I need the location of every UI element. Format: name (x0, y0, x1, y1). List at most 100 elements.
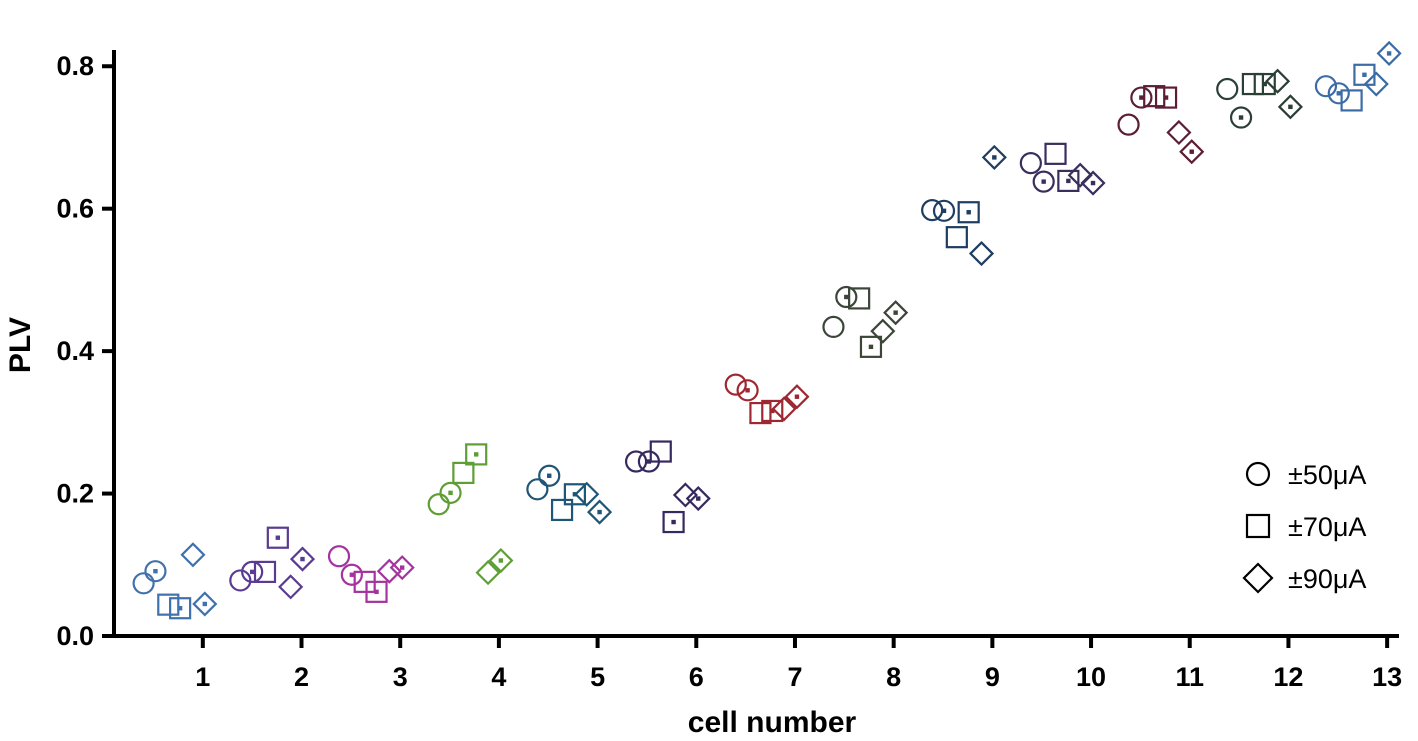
data-point-center-dot (1066, 178, 1071, 184)
data-point-circle (427, 493, 450, 516)
data-point-center-dot (498, 558, 504, 563)
data-point-circle (724, 373, 747, 396)
data-point-circle (1314, 75, 1338, 98)
legend-square-symbol (1245, 513, 1271, 539)
data-point-circle (1229, 106, 1253, 129)
data-point-square (957, 201, 980, 224)
data-point-circle (538, 464, 561, 487)
cell-1-group (132, 542, 218, 620)
data-point-circle (526, 478, 549, 501)
cell-12-group (1216, 68, 1303, 129)
data-point-center-dot (941, 208, 947, 214)
data-point-diamond (1179, 139, 1205, 165)
x-axis: 1 2 3 4 5 6 7 8 9 10 11 12 13 (112, 634, 1402, 692)
data-point-center-dot (374, 589, 379, 595)
cell-4-group (427, 443, 514, 586)
data-point-center-dot (1041, 179, 1046, 184)
data-point-square (465, 443, 488, 466)
y-tick-label: 0.2 (56, 479, 94, 509)
data-point-square (848, 287, 871, 310)
x-tick-label: 11 (1175, 662, 1204, 692)
data-point-center-dot (1288, 104, 1293, 110)
data-point-square (563, 483, 586, 506)
data-point-square (945, 226, 968, 249)
x-tick-label: 7 (787, 662, 802, 692)
data-point-diamond (192, 591, 218, 617)
data-point-center-dot (153, 568, 158, 574)
data-point-circle (327, 545, 351, 568)
data-point-circle (835, 285, 858, 309)
x-axis-title: cell number (688, 706, 857, 739)
legend-label: ±50μA (1288, 460, 1366, 490)
data-point-diamond (278, 574, 304, 600)
data-point-square (649, 440, 672, 463)
data-point-square (253, 560, 277, 584)
legend-item-diamond: ±90μA (1242, 562, 1366, 594)
legend-item-square: ±70μA (1245, 512, 1366, 542)
data-point-circle (1117, 113, 1140, 136)
cell-5-group (526, 464, 613, 525)
legend-label: ±90μA (1288, 564, 1366, 594)
data-point-center-dot (249, 569, 255, 575)
data-point-center-dot (1163, 95, 1169, 100)
legend-label: ±70μA (1288, 512, 1366, 542)
data-point-square (365, 580, 388, 603)
x-tick-label: 3 (393, 662, 408, 692)
data-point-center-dot (1336, 91, 1341, 96)
data-point-circle (1216, 77, 1239, 101)
data-point-square (1340, 89, 1363, 112)
legend: ±50μA ±70μA ±90μA (1242, 460, 1366, 594)
data-point-diamond (981, 144, 1007, 170)
x-tick-label: 10 (1076, 662, 1106, 692)
y-tick-label: 0.4 (56, 336, 94, 366)
data-point-center-dot (275, 535, 281, 540)
data-point-center-dot (1090, 180, 1096, 186)
cell-6-group (624, 440, 711, 534)
x-tick-label: 12 (1273, 662, 1303, 692)
plot-markers (132, 40, 1402, 620)
x-tick-label: 4 (491, 662, 506, 692)
data-point-circle (736, 379, 759, 402)
data-point-square (452, 461, 475, 485)
cell-7-group (724, 373, 810, 425)
data-point-circle (932, 199, 956, 222)
x-tick-label: 9 (985, 662, 1000, 692)
data-point-center-dot (868, 344, 874, 350)
data-point-center-dot (1262, 81, 1267, 87)
data-point-center-dot (745, 388, 750, 393)
legend-circle-symbol (1245, 461, 1271, 487)
data-point-center-dot (547, 473, 552, 478)
x-tick-label: 5 (590, 662, 605, 692)
data-point-circle (144, 560, 167, 583)
data-point-circle (1327, 82, 1350, 105)
cell-2-group (229, 526, 316, 600)
data-point-square (1253, 72, 1276, 96)
data-point-diamond (475, 560, 501, 586)
data-point-square (266, 526, 289, 549)
data-point-center-dot (1189, 149, 1194, 154)
x-tick-label: 13 (1372, 662, 1402, 692)
data-point-circle (1019, 152, 1042, 175)
y-tick-label: 0.0 (56, 621, 94, 651)
data-point-square (1044, 142, 1067, 165)
data-point-center-dot (1362, 72, 1367, 77)
data-point-square (761, 399, 784, 423)
data-point-diamond (574, 481, 600, 507)
cell-10-group (1019, 142, 1106, 196)
data-point-circle (439, 481, 462, 504)
data-point-center-dot (474, 452, 479, 457)
data-point-center-dot (300, 556, 305, 562)
data-point-center-dot (177, 606, 183, 611)
data-point-circle (1130, 86, 1153, 109)
data-point-square (169, 597, 192, 620)
data-point-center-dot (597, 509, 602, 515)
data-point-center-dot (770, 408, 775, 414)
y-axis-title: PLV (4, 317, 37, 373)
data-point-square (1057, 169, 1080, 193)
data-point-diamond (968, 240, 995, 267)
x-tick-label: 8 (886, 662, 901, 692)
data-point-center-dot (992, 155, 997, 160)
data-point-diamond (1363, 71, 1389, 97)
cell-13-group (1314, 40, 1402, 112)
